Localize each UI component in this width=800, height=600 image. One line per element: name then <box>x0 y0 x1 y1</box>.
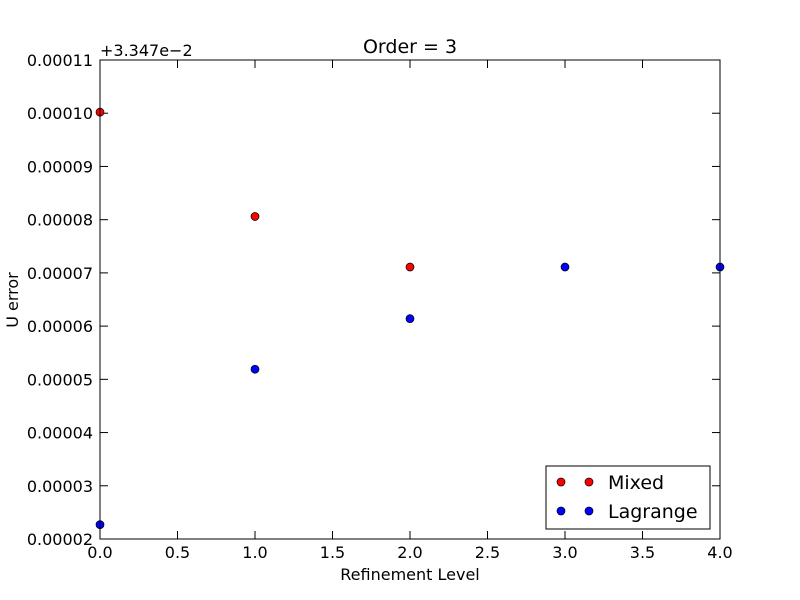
x-tick-label: 2.5 <box>475 543 500 562</box>
y-tick-label: 0.00003 <box>27 477 93 496</box>
x-tick-label: 4.0 <box>707 543 732 562</box>
legend-label-mixed: Mixed <box>608 472 664 494</box>
legend-marker-mixed <box>584 477 594 487</box>
legend-marker-lagrange <box>556 506 566 516</box>
x-ticks: 0.0 0.5 1.0 1.5 2.0 2.5 3.0 3.5 4.0 <box>87 60 733 562</box>
legend-box <box>545 465 711 530</box>
x-tick-label: 1.0 <box>242 543 267 562</box>
y-tick-label: 0.00002 <box>27 530 93 549</box>
y-tick-label: 0.00005 <box>27 370 93 389</box>
x-tick-label: 0.0 <box>87 543 112 562</box>
data-point-mixed <box>405 262 415 272</box>
y-tick-label: 0.00004 <box>27 424 93 443</box>
x-tick-label: 0.5 <box>165 543 190 562</box>
plot-frame <box>99 59 721 540</box>
data-point-mixed <box>250 212 260 221</box>
y-tick-label: 0.00007 <box>27 264 93 283</box>
y-ticks: 0.00002 0.00003 0.00004 0.00005 0.00006 0.000… <box>27 51 720 549</box>
y-tick-label: 0.00010 <box>27 104 93 123</box>
x-tick-label: 1.5 <box>320 543 345 562</box>
data-point-lagrange <box>405 314 415 324</box>
y-tick-label: 0.00011 <box>27 51 93 70</box>
x-tick-label: 3.5 <box>630 543 655 562</box>
chart-title: Order = 3 <box>363 36 457 58</box>
y-offset-text: +3.347e−2 <box>100 41 193 60</box>
y-axis-label: U error <box>3 272 22 328</box>
data-point-lagrange <box>560 262 570 272</box>
legend: Mixed Lagrange <box>545 465 711 530</box>
data-point-lagrange <box>250 364 260 374</box>
legend-label-lagrange: Lagrange <box>608 501 698 523</box>
x-tick-label: 3.0 <box>552 543 577 562</box>
y-tick-label: 0.00006 <box>27 317 93 336</box>
legend-marker-mixed <box>556 477 566 487</box>
data-points <box>95 107 725 529</box>
x-tick-label: 2.0 <box>397 543 422 562</box>
x-axis-label: Refinement Level <box>340 565 479 584</box>
y-tick-label: 0.00008 <box>27 211 93 230</box>
legend-marker-lagrange <box>584 506 594 516</box>
y-tick-label: 0.00009 <box>27 157 93 176</box>
